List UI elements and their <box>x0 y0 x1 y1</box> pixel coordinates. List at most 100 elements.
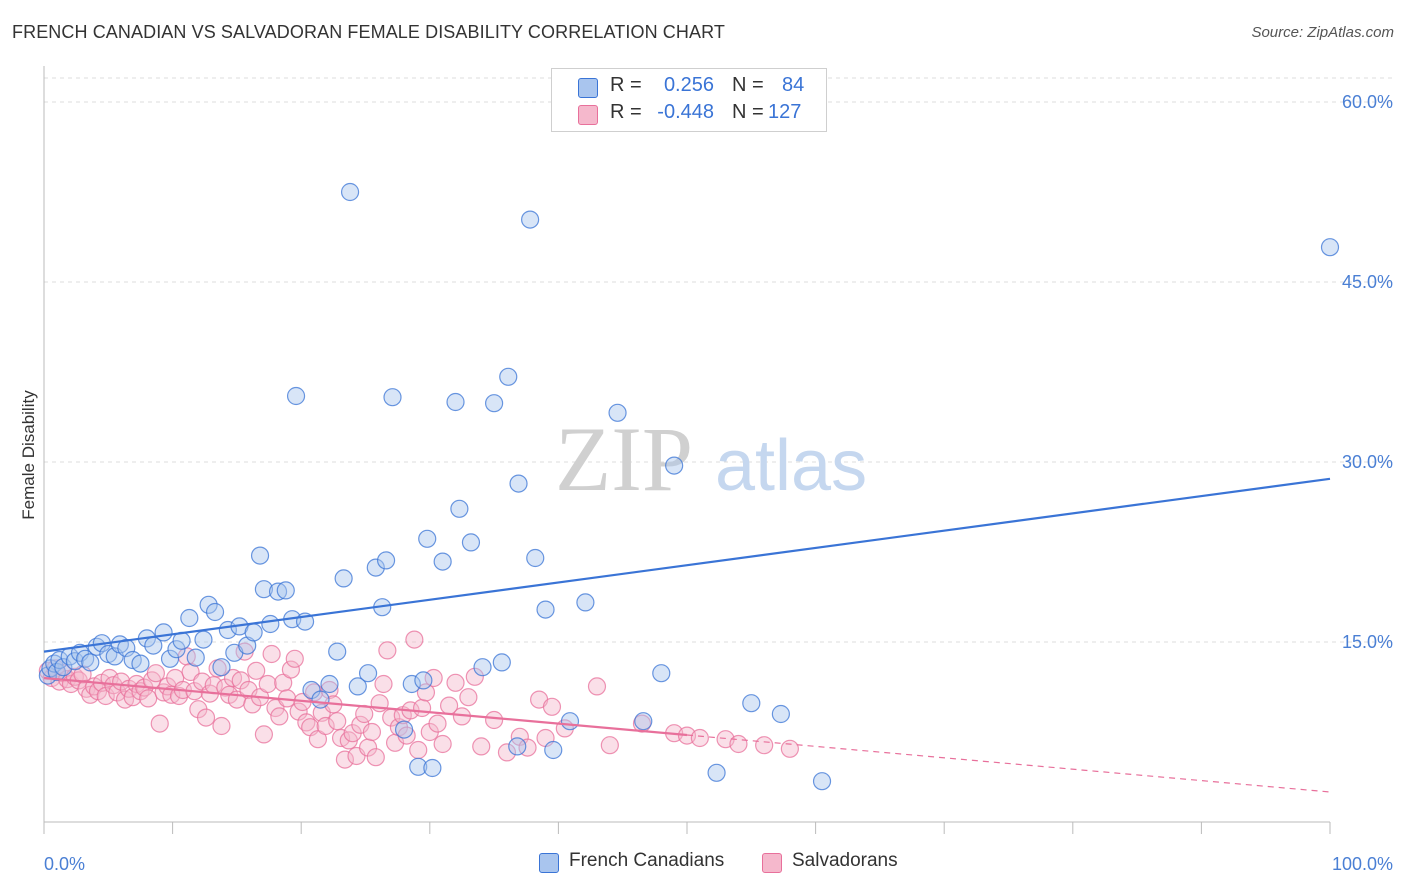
legend-row-french-canadians: R = 0.256 N = 84 <box>552 74 826 100</box>
data-point <box>334 569 353 588</box>
data-point <box>261 614 280 634</box>
chart-title: FRENCH CANADIAN VS SALVADORAN FEMALE DIS… <box>12 22 725 42</box>
data-point <box>742 694 761 713</box>
bottom-legend-label: French Canadians <box>569 850 725 871</box>
data-point <box>358 664 378 683</box>
data-point <box>328 642 347 661</box>
data-point <box>812 772 832 791</box>
data-point <box>378 641 397 660</box>
legend-n-value: 84 <box>782 74 805 96</box>
data-point <box>485 394 504 413</box>
data-point <box>348 677 367 696</box>
x-tick-labels: 0.0% 100.0% <box>44 854 1393 874</box>
legend-r-value: 0.256 <box>663 74 714 96</box>
data-point <box>328 712 347 731</box>
data-point <box>362 722 382 742</box>
data-point <box>160 649 180 668</box>
trend-line <box>43 676 688 737</box>
legend-r-label: R = <box>610 101 642 123</box>
data-point <box>536 600 555 619</box>
data-point <box>508 737 527 756</box>
data-point <box>351 715 370 734</box>
bottom-legend-swatch-blue <box>539 853 559 873</box>
french-canadians-points <box>38 182 1340 791</box>
data-point <box>542 697 562 716</box>
data-point <box>473 658 492 677</box>
data-point <box>771 704 790 724</box>
legend: R = 0.256 N = 84 R = -0.448 N = 127 <box>551 68 827 132</box>
legend-swatch-pink <box>578 105 598 125</box>
data-point <box>276 581 295 600</box>
x-tick-label: 100.0% <box>1332 854 1393 874</box>
data-point <box>131 654 150 673</box>
data-point <box>146 664 165 683</box>
data-point <box>459 688 478 707</box>
bottom-legend-swatch-pink <box>762 853 782 873</box>
data-point <box>446 392 465 412</box>
data-point <box>180 608 199 628</box>
legend-swatch-blue <box>578 78 598 98</box>
data-point <box>450 499 469 518</box>
data-point <box>652 664 671 683</box>
data-point <box>244 623 263 642</box>
data-point <box>665 456 684 475</box>
data-point <box>154 623 173 642</box>
data-point <box>320 674 339 694</box>
x-tick-label: 0.0% <box>44 854 85 874</box>
trend-lines <box>43 477 1331 793</box>
data-point <box>340 182 360 202</box>
data-point <box>600 736 619 755</box>
data-point <box>497 743 517 762</box>
legend-r-label: R = <box>610 74 642 96</box>
data-point <box>446 673 465 692</box>
data-point <box>254 580 274 599</box>
data-point <box>335 750 355 769</box>
data-point <box>608 403 627 422</box>
trend-line-extension <box>686 734 1331 793</box>
data-point <box>199 595 218 614</box>
data-point <box>355 704 374 724</box>
data-point <box>262 644 281 664</box>
source-label: Source: ZipAtlas.com <box>1251 24 1394 41</box>
data-point <box>196 708 216 727</box>
data-point <box>418 529 437 548</box>
bottom-legend-label: Salvadorans <box>792 850 898 871</box>
data-point <box>247 661 266 680</box>
legend-n-label: N = <box>732 74 764 96</box>
data-point <box>205 602 225 622</box>
data-point <box>492 653 511 672</box>
data-point <box>526 548 545 568</box>
data-point <box>281 660 301 679</box>
data-point <box>186 648 205 667</box>
watermark: ZIP atlas <box>555 408 867 510</box>
legend-n-value: 127 <box>768 101 802 123</box>
data-point <box>311 690 330 709</box>
data-point <box>634 712 653 731</box>
data-point <box>54 658 73 677</box>
legend-row-salvadorans: R = -0.448 N = 127 <box>552 101 826 127</box>
y-tick-label: 45.0% <box>1342 272 1393 292</box>
data-point <box>239 680 258 700</box>
data-point <box>383 388 402 407</box>
legend-r-value: -0.448 <box>657 101 714 123</box>
data-point <box>485 710 504 730</box>
data-point <box>254 725 274 744</box>
data-point <box>258 674 277 694</box>
y-tick-label: 30.0% <box>1342 452 1393 472</box>
data-point <box>402 674 421 694</box>
data-point <box>285 649 304 668</box>
data-point <box>366 558 385 577</box>
watermark-zip: ZIP <box>555 408 693 510</box>
data-point <box>405 630 424 649</box>
data-point <box>509 474 528 493</box>
data-point <box>729 734 748 754</box>
data-point <box>250 546 270 565</box>
data-point <box>286 386 306 406</box>
data-point <box>472 737 491 756</box>
watermark-atlas: atlas <box>715 426 867 506</box>
data-point <box>376 551 396 570</box>
data-point <box>366 748 385 767</box>
data-point <box>409 757 428 776</box>
y-tick-label: 15.0% <box>1342 632 1393 652</box>
